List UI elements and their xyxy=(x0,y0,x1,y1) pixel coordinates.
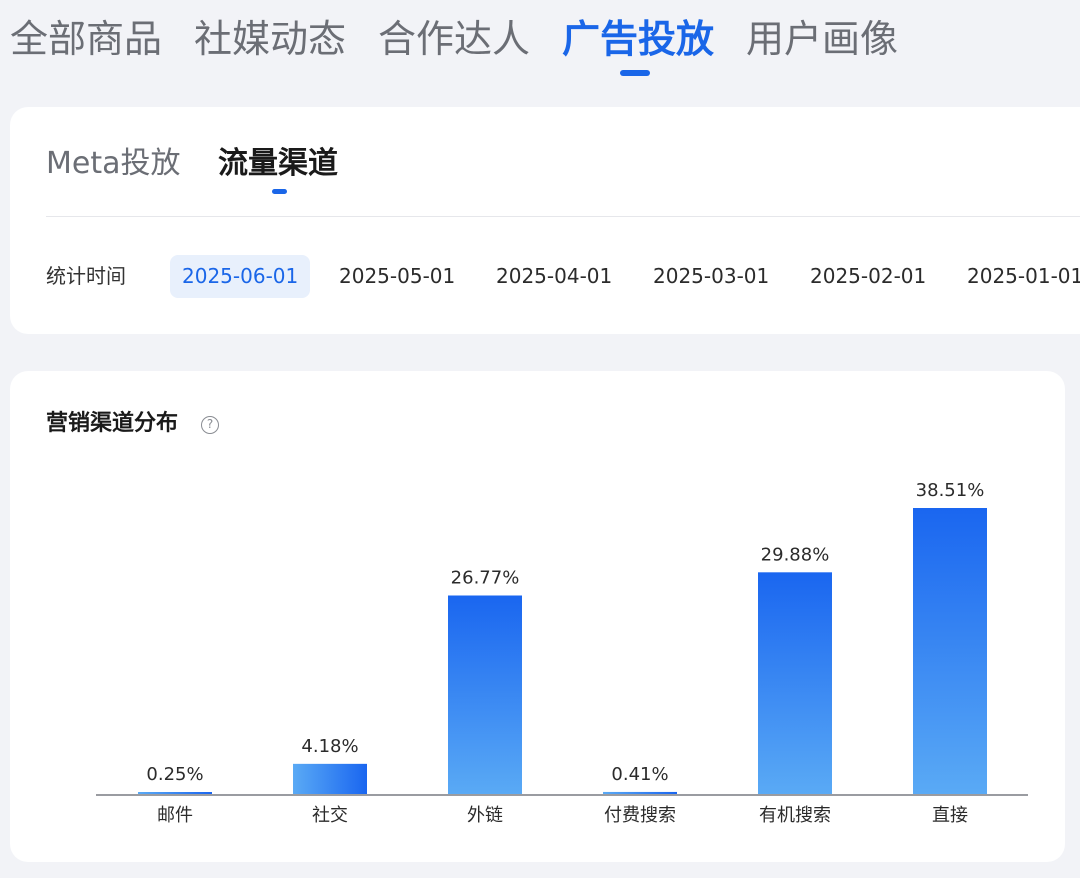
bar-5[interactable] xyxy=(913,508,987,795)
tab-all-products[interactable]: 全部商品 xyxy=(10,17,163,61)
date-chip-2025-02[interactable]: 2025-02-01 xyxy=(810,264,927,288)
chart-title: 营销渠道分布 xyxy=(46,411,179,436)
chart-card xyxy=(10,371,1065,862)
stat-time-label: 统计时间 xyxy=(46,264,126,288)
bar-3[interactable] xyxy=(603,791,677,795)
date-chip-2025-04[interactable]: 2025-04-01 xyxy=(496,264,613,288)
bar-value-label: 26.77% xyxy=(451,567,520,588)
date-chip-2025-03[interactable]: 2025-03-01 xyxy=(653,264,770,288)
tab-ads[interactable]: 广告投放 xyxy=(562,17,715,61)
x-tick-label: 外链 xyxy=(467,805,503,826)
bar-value-label: 0.25% xyxy=(146,764,203,785)
bar-value-label: 0.41% xyxy=(611,764,668,785)
bar-value-label: 38.51% xyxy=(916,480,985,501)
bar-0[interactable] xyxy=(138,792,212,795)
divider xyxy=(46,216,1080,217)
bar-1[interactable] xyxy=(293,763,367,795)
bar-value-label: 4.18% xyxy=(301,736,358,757)
active-tab-indicator xyxy=(620,70,650,76)
x-tick-label: 直接 xyxy=(932,805,968,826)
date-chip-2025-06[interactable]: 2025-06-01 xyxy=(170,255,311,298)
x-tick-label: 社交 xyxy=(312,805,348,826)
x-tick-label: 付费搜索 xyxy=(604,805,676,826)
bar-2[interactable] xyxy=(448,595,522,795)
tab-social-feed[interactable]: 社媒动态 xyxy=(194,17,347,61)
active-subtab-indicator xyxy=(272,189,287,194)
tab-influencers[interactable]: 合作达人 xyxy=(378,17,531,61)
help-circle-icon[interactable]: ? xyxy=(201,416,219,434)
x-tick-label: 有机搜索 xyxy=(759,805,831,826)
bar-4[interactable] xyxy=(758,572,832,795)
tab-user-persona[interactable]: 用户画像 xyxy=(746,17,899,61)
date-chip-2025-01[interactable]: 2025-01-01 xyxy=(967,264,1080,288)
date-chip-2025-05[interactable]: 2025-05-01 xyxy=(339,264,456,288)
x-tick-label: 邮件 xyxy=(157,805,193,826)
bar-value-label: 29.88% xyxy=(761,544,830,565)
subtab-traffic-channels[interactable]: 流量渠道 xyxy=(218,146,338,181)
top-tab-bar: 全部商品 社媒动态 合作达人 广告投放 用户画像 xyxy=(0,0,1080,96)
subtab-meta-ads[interactable]: Meta投放 xyxy=(46,146,181,181)
